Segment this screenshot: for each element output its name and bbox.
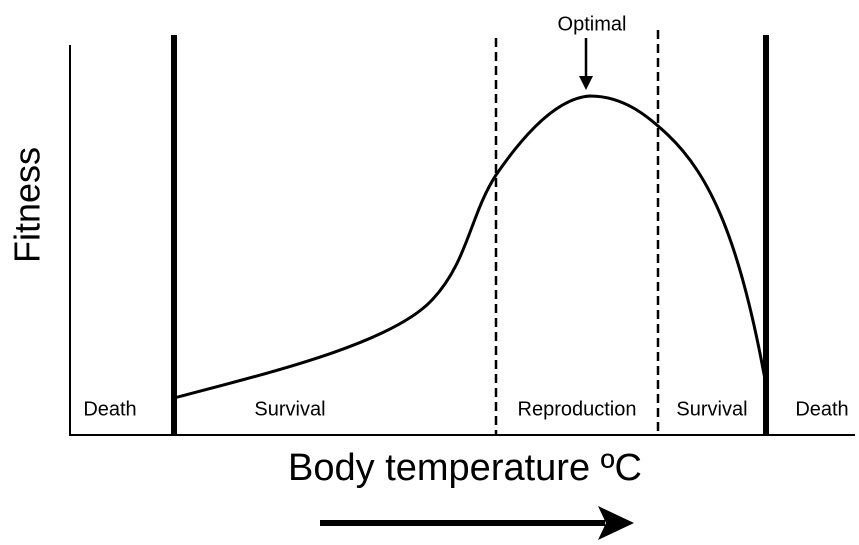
x-axis-label: Body temperature ºC (288, 447, 642, 489)
zone-label: Reproduction (518, 398, 637, 420)
optimal-arrowhead (579, 76, 593, 90)
optimal-label: Optimal (558, 13, 627, 35)
zone-label: Death (83, 398, 136, 420)
zone-label: Survival (254, 398, 325, 420)
zone-label: Survival (676, 398, 747, 420)
zone-label: Death (795, 398, 848, 420)
y-axis-label: Fitness (7, 147, 48, 263)
direction-arrowhead (598, 506, 634, 540)
fitness-curve (173, 94, 768, 400)
